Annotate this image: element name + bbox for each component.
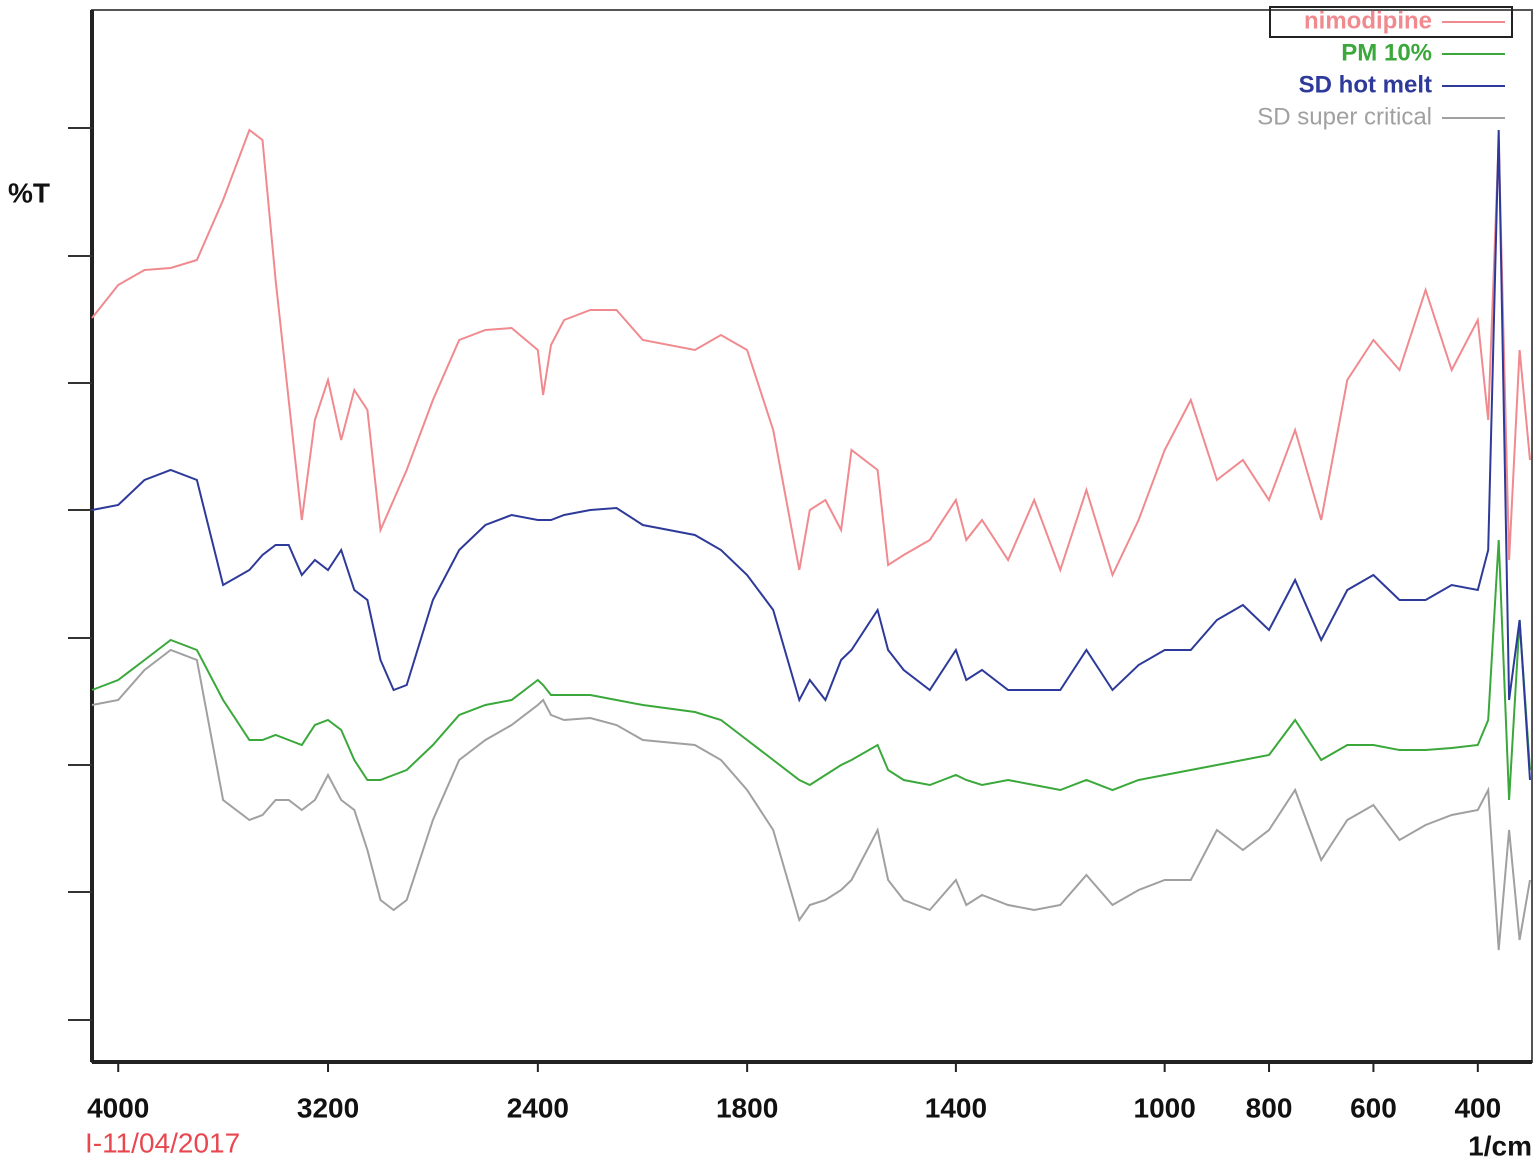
x-tick-label: 400 <box>1454 1092 1501 1123</box>
x-tick-label: 4000 <box>87 1092 149 1123</box>
annotation: I-11/04/2017 <box>85 1127 240 1158</box>
legend-label: SD hot melt <box>1299 71 1432 98</box>
y-axis-label: %T <box>8 177 50 208</box>
x-axis-label: 1/cm <box>1468 1130 1532 1161</box>
x-tick-label: 800 <box>1246 1092 1293 1123</box>
x-tick-label: 3200 <box>297 1092 359 1123</box>
x-tick-label: 1000 <box>1134 1092 1196 1123</box>
series-line <box>91 539 1531 801</box>
series-line <box>91 129 1531 781</box>
x-tick-label: 600 <box>1350 1092 1397 1123</box>
x-tick-label: 2400 <box>507 1092 569 1123</box>
x-tick-label: 1800 <box>716 1092 778 1123</box>
legend-label: PM 10% <box>1341 39 1432 66</box>
legend-label: SD super critical <box>1257 103 1432 130</box>
series-line <box>91 648 1531 951</box>
legend-label: nimodipine <box>1304 7 1432 34</box>
legend-highlight <box>1269 6 1513 38</box>
x-tick-label: 1400 <box>925 1092 987 1123</box>
series-line <box>91 128 1531 578</box>
